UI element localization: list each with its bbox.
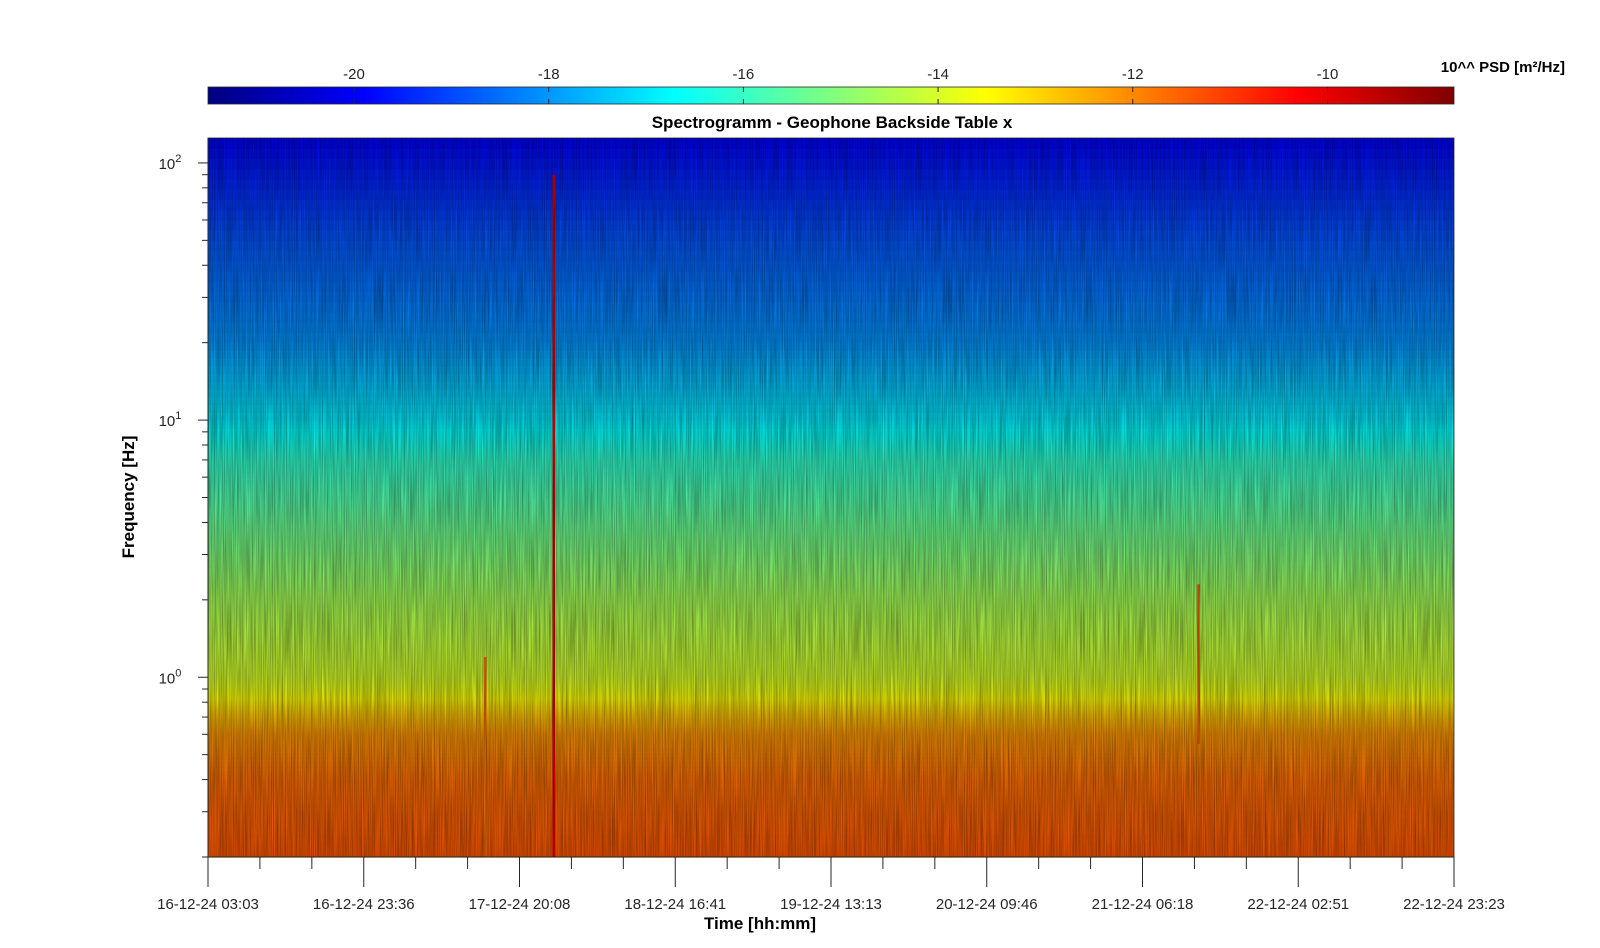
colorbar-tick-label: -10 xyxy=(1317,66,1339,83)
y-axis: 100 101 102 xyxy=(159,138,209,858)
colorbar-tick-label: -16 xyxy=(733,66,755,83)
y-tick-label: 101 xyxy=(159,410,182,430)
colorbar-tick-label: -18 xyxy=(538,66,560,83)
y-tick-label: 100 xyxy=(159,667,182,687)
x-tick-label: 22-12-24 02:51 xyxy=(1247,896,1349,913)
x-tick-label: 17-12-24 20:08 xyxy=(469,896,571,913)
y-axis-label: Frequency [Hz] xyxy=(119,436,138,559)
x-tick-label: 18-12-24 16:41 xyxy=(624,896,726,913)
x-tick-label: 16-12-24 23:36 xyxy=(313,896,415,913)
x-tick-label: 20-12-24 09:46 xyxy=(936,896,1038,913)
colorbar-tick-label: -14 xyxy=(927,66,949,83)
colorbar-gradient xyxy=(207,86,1455,105)
x-axis: 16-12-24 03:03 16-12-24 23:36 17-12-24 20:… xyxy=(157,856,1505,913)
x-tick-label: 19-12-24 13:13 xyxy=(780,896,882,913)
x-tick-label: 21-12-24 06:18 xyxy=(1092,896,1194,913)
y-tick-label: 102 xyxy=(159,153,182,173)
x-axis-label: Time [hh:mm] xyxy=(704,914,816,933)
chart-title: Spectrogramm - Geophone Backside Table x xyxy=(652,113,1013,132)
plot-area xyxy=(207,137,1455,858)
x-tick-label: 22-12-24 23:23 xyxy=(1403,896,1505,913)
colorbar-label: 10^^ PSD [m²/Hz] xyxy=(1441,59,1565,76)
colorbar: -20 -18 -16 -14 -12 -10 10^^ PSD [m²/Hz] xyxy=(207,59,1565,105)
spectrogram-texture xyxy=(208,138,1454,857)
colorbar-ticks: -20 -18 -16 -14 -12 -10 xyxy=(343,66,1338,104)
colorbar-tick-label: -20 xyxy=(343,66,365,83)
colorbar-tick-label: -12 xyxy=(1122,66,1144,83)
x-tick-label: 16-12-24 03:03 xyxy=(157,896,259,913)
